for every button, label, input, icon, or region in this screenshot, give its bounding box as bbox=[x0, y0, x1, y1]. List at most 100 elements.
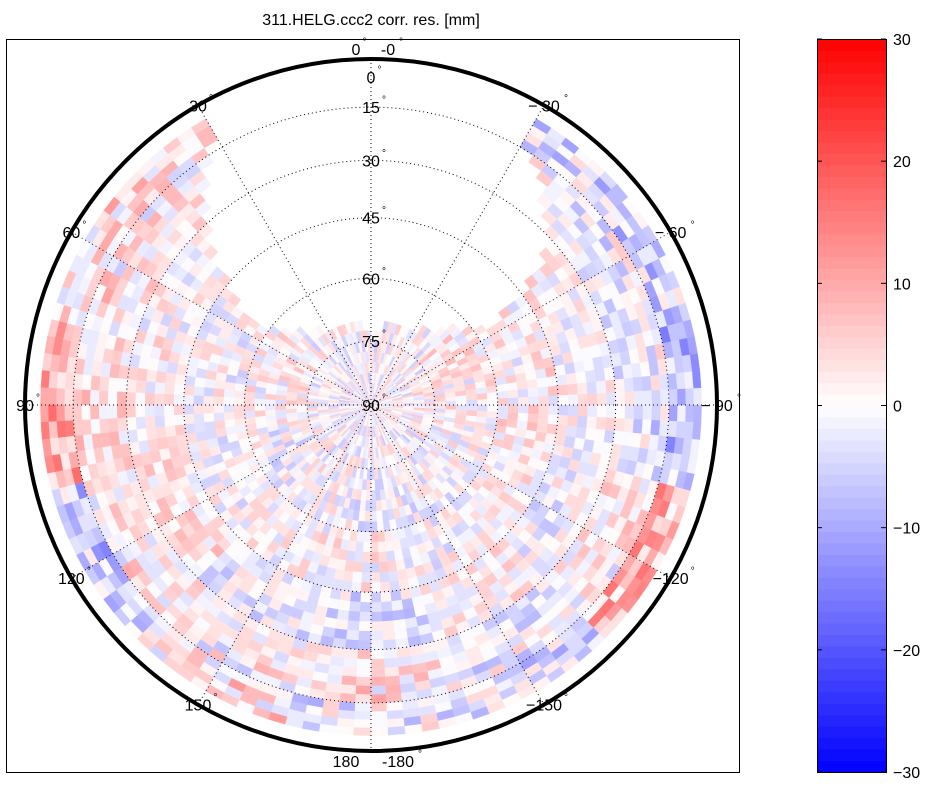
heatmap-cell bbox=[354, 702, 372, 712]
heatmap-cell bbox=[223, 389, 236, 399]
heatmap-cell bbox=[370, 520, 378, 532]
colorbar-level bbox=[817, 73, 886, 86]
heatmap-cell bbox=[378, 561, 389, 573]
heatmap-cell bbox=[173, 404, 185, 416]
heatmap-cell bbox=[358, 620, 372, 632]
degree-sign: ° bbox=[691, 566, 695, 577]
heatmap-cell bbox=[370, 489, 377, 501]
heatmap-cell bbox=[567, 404, 579, 417]
heatmap-cell bbox=[344, 648, 359, 659]
heatmap-cell bbox=[455, 409, 467, 416]
colorbar-level bbox=[817, 439, 886, 452]
heatmap-cell bbox=[595, 380, 607, 394]
heatmap-cell bbox=[136, 428, 149, 443]
heatmap-cell bbox=[434, 404, 446, 410]
heatmap-cell bbox=[354, 710, 372, 720]
heatmap-cell bbox=[445, 404, 457, 410]
heatmap-cell bbox=[331, 646, 346, 658]
heatmap-cell bbox=[381, 610, 394, 622]
colorbar-level bbox=[817, 96, 886, 109]
degree-sign: ° bbox=[737, 393, 741, 404]
heatmap-cell bbox=[223, 404, 235, 413]
heatmap-cell bbox=[213, 404, 225, 414]
heatmap-cell bbox=[506, 389, 519, 399]
heatmap-cell bbox=[184, 375, 197, 387]
heatmap-cell bbox=[584, 369, 596, 383]
heatmap-cell bbox=[193, 413, 205, 424]
colorbar-level bbox=[817, 187, 886, 200]
azimuth-label: 0 bbox=[352, 42, 361, 59]
colorbar-tick-label: 20 bbox=[893, 154, 911, 171]
heatmap-cell bbox=[135, 392, 146, 406]
heatmap-cell bbox=[623, 377, 634, 392]
heatmap-cell bbox=[604, 379, 616, 393]
heatmap-cell bbox=[90, 418, 101, 435]
heatmap-cell bbox=[547, 394, 559, 406]
heatmap-cell bbox=[526, 421, 538, 432]
heatmap-cell bbox=[641, 418, 652, 435]
colorbar-level bbox=[817, 680, 886, 693]
heatmap-cell bbox=[675, 371, 686, 390]
heatmap-cell bbox=[486, 404, 498, 412]
heatmap-cell bbox=[223, 397, 235, 406]
heatmap-cell bbox=[135, 416, 147, 430]
heatmap-cell bbox=[362, 551, 372, 563]
heatmap-cell bbox=[154, 415, 166, 428]
heatmap-cell bbox=[605, 404, 616, 419]
colorbar-level bbox=[817, 268, 886, 281]
heatmap-cell bbox=[357, 649, 372, 660]
heatmap-cell bbox=[382, 629, 396, 641]
heatmap-cell bbox=[517, 404, 529, 414]
heatmap-cell bbox=[90, 404, 100, 420]
heatmap-cell bbox=[360, 489, 367, 501]
colorbar-level bbox=[817, 336, 886, 349]
heatmap-cell bbox=[224, 381, 237, 391]
heatmap-cell bbox=[676, 404, 686, 422]
heatmap-cell bbox=[547, 385, 559, 396]
heatmap-cell bbox=[349, 600, 361, 612]
heatmap-cell bbox=[497, 397, 509, 406]
heatmap-cell bbox=[395, 637, 410, 649]
azimuth-label: 150 bbox=[185, 698, 212, 715]
degree-sign: ° bbox=[564, 693, 568, 704]
heatmap-cell bbox=[370, 676, 386, 686]
heatmap-cell bbox=[64, 420, 76, 438]
heatmap-cell bbox=[366, 468, 372, 480]
azimuth-label: −150 bbox=[526, 698, 562, 715]
heatmap-cell bbox=[116, 404, 127, 419]
colorbar-level bbox=[817, 107, 886, 120]
heatmap-cell bbox=[388, 570, 399, 582]
colorbar-level bbox=[817, 462, 886, 475]
azimuth-label: -180 bbox=[382, 754, 414, 771]
heatmap-cell bbox=[381, 600, 393, 612]
degree-sign: ° bbox=[214, 693, 218, 704]
heatmap-cell bbox=[233, 397, 245, 406]
heatmap-cell bbox=[340, 683, 357, 695]
heatmap-cell bbox=[146, 427, 158, 441]
heatmap-cell bbox=[264, 393, 277, 401]
heatmap-cell bbox=[361, 571, 372, 583]
heatmap-cell bbox=[244, 398, 256, 406]
heatmap-cell bbox=[668, 404, 678, 422]
heatmap-cell bbox=[614, 378, 625, 393]
heatmap-cell bbox=[385, 683, 402, 695]
heatmap-cell bbox=[455, 404, 467, 411]
heatmap-cell bbox=[380, 581, 391, 593]
colorbar-level bbox=[817, 256, 886, 269]
heatmap-cell bbox=[48, 387, 58, 406]
heatmap-cell bbox=[649, 419, 661, 436]
colorbar-level bbox=[817, 657, 886, 670]
azimuth-label: − 30 bbox=[528, 98, 560, 115]
colorbar-level bbox=[817, 233, 886, 246]
degree-sign: ° bbox=[209, 93, 213, 104]
heatmap-cell bbox=[116, 391, 127, 406]
heatmap-cell bbox=[254, 398, 266, 406]
heatmap-cell bbox=[361, 561, 372, 573]
colorbar-level bbox=[817, 382, 886, 395]
heatmap-cell bbox=[574, 426, 587, 440]
heatmap-cell bbox=[327, 597, 341, 610]
heatmap-cell bbox=[98, 404, 109, 420]
heatmap-cell bbox=[347, 619, 360, 631]
degree-sign: ° bbox=[87, 566, 91, 577]
heatmap-cell bbox=[343, 570, 354, 582]
